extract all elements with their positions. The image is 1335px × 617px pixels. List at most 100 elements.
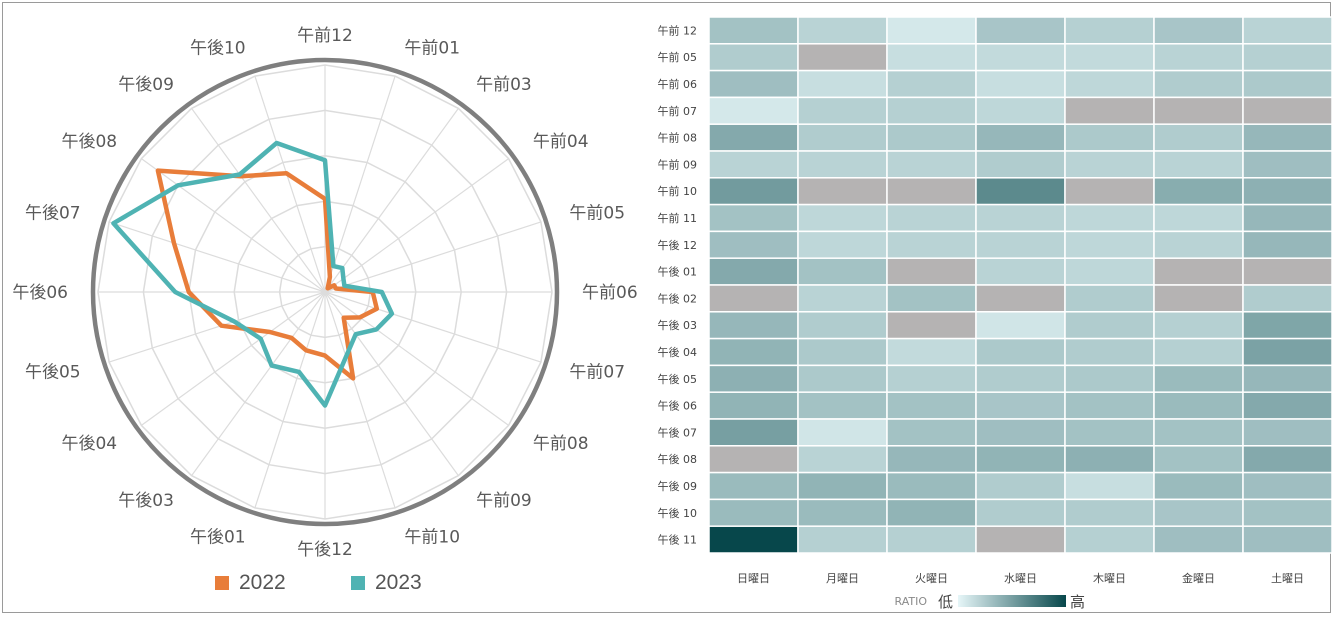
radar-spoke (324, 291, 396, 509)
heatmap-row-label: 午前 12 (658, 23, 698, 37)
heatmap-cell (708, 364, 799, 393)
heatmap-cell (797, 498, 888, 527)
heatmap-row-label: 午後 10 (658, 506, 698, 520)
heatmap-row-label: 午後 01 (658, 265, 698, 279)
radar-axis-label: 午後08 (61, 132, 117, 152)
heatmap-cell (797, 391, 888, 420)
heatmap-cell (886, 391, 977, 420)
heatmap-cell (1064, 230, 1155, 259)
heatmap-cell (1153, 445, 1244, 474)
heatmap-cell (1242, 257, 1333, 286)
radar-spoke (324, 108, 459, 293)
radar-axis-label: 午前01 (404, 39, 460, 59)
heatmap-cell (797, 203, 888, 233)
heatmap-cell (975, 69, 1066, 99)
heatmap-cell (975, 445, 1066, 474)
heatmap-row-label: 午前 11 (658, 211, 698, 225)
heatmap-cell (797, 150, 888, 179)
heatmap-cell (975, 525, 1066, 554)
heatmap-cell (797, 69, 888, 99)
heatmap-cell (975, 418, 1066, 447)
heatmap-row-label: 午後 12 (658, 238, 698, 252)
heatmap-cell (975, 311, 1066, 340)
heatmap-cell (1242, 471, 1333, 501)
heatmap-column-label: 火曜日 (915, 572, 948, 585)
heatmap-row-label: 午後 08 (658, 452, 698, 466)
heatmap-row-label: 午前 05 (658, 50, 698, 64)
heatmap-cell (1064, 43, 1155, 72)
radar-axis-label: 午前12 (297, 26, 353, 46)
heatmap-cell (1242, 445, 1333, 474)
heatmap-cell (975, 43, 1066, 72)
heatmap-cell (975, 150, 1066, 179)
heatmap-row-label: 午後 06 (658, 399, 698, 413)
heatmap-cell (886, 418, 977, 447)
heatmap-cell (1242, 203, 1333, 233)
radar-spoke (324, 291, 542, 363)
radar-spoke (324, 221, 542, 293)
heatmap-cell (797, 337, 888, 367)
heatmap-cell (1153, 284, 1244, 313)
heatmap-cell (1153, 418, 1244, 447)
heatmap-cell (886, 177, 977, 206)
heatmap-cell (1064, 96, 1155, 125)
heatmap-cell (1064, 123, 1155, 152)
heatmap-cell (1153, 203, 1244, 233)
radar-axis-label: 午後03 (118, 491, 174, 511)
heatmap-cell (1064, 498, 1155, 527)
heatmap-cell (1064, 337, 1155, 367)
heatmap-cell (1064, 311, 1155, 340)
heatmap-cell (797, 96, 888, 125)
heatmap-cell (886, 69, 977, 99)
legend-item-2023: 2023 (351, 571, 422, 595)
heatmap-cell (708, 498, 799, 527)
heatmap-cell (1153, 498, 1244, 527)
heatmap-legend-title: RATIO (895, 595, 928, 608)
heatmap-cell (886, 203, 977, 233)
heatmap-cell (1064, 284, 1155, 313)
heatmap-cell (1242, 337, 1333, 367)
radar-spoke (108, 291, 326, 363)
heatmap-cell (797, 257, 888, 286)
heatmap-cell (975, 471, 1066, 501)
heatmap-row-label: 午後 11 (658, 533, 698, 547)
legend-swatch-2022 (215, 576, 229, 590)
heatmap-row-label: 午前 09 (658, 157, 698, 171)
radar-series-2023 (111, 140, 395, 408)
heatmap-cell (1242, 498, 1333, 527)
heatmap-cell (708, 337, 799, 367)
radar-axis-label: 午前08 (533, 434, 589, 454)
radar-axis-label: 午後07 (25, 204, 81, 224)
heatmap-cell (886, 96, 977, 125)
heatmap-column-label: 月曜日 (826, 572, 859, 585)
heatmap-cell (708, 471, 799, 501)
heatmap-cell (886, 16, 977, 45)
heatmap-cell (797, 525, 888, 554)
heatmap-cell (1153, 69, 1244, 99)
radar-axis-label: 午前05 (569, 204, 625, 224)
heatmap-legend-high: 高 (1070, 593, 1085, 611)
heatmap-cell (797, 471, 888, 501)
heatmap-cell (797, 364, 888, 393)
heatmap-cell (1242, 391, 1333, 420)
radar-axis-label: 午前10 (404, 527, 460, 547)
heatmap-cell (797, 445, 888, 474)
heatmap-cell (1064, 364, 1155, 393)
heatmap-cell (975, 123, 1066, 152)
heatmap-row-label: 午前 07 (658, 104, 698, 118)
heatmap-cell (1242, 230, 1333, 259)
heatmap-cell (1242, 284, 1333, 313)
heatmap-cell (708, 418, 799, 447)
heatmap-cell (708, 96, 799, 125)
heatmap-cell (1242, 43, 1333, 72)
heatmap-cell (1064, 150, 1155, 179)
heatmap-cell (708, 525, 799, 554)
heatmap-cell (1153, 364, 1244, 393)
heatmap-cell (1064, 16, 1155, 45)
heatmap-cell (975, 364, 1066, 393)
radar-axis-label: 午前04 (533, 132, 589, 152)
heatmap-cell (975, 177, 1066, 206)
heatmap-cell (1153, 257, 1244, 286)
radar-spoke (191, 108, 326, 293)
